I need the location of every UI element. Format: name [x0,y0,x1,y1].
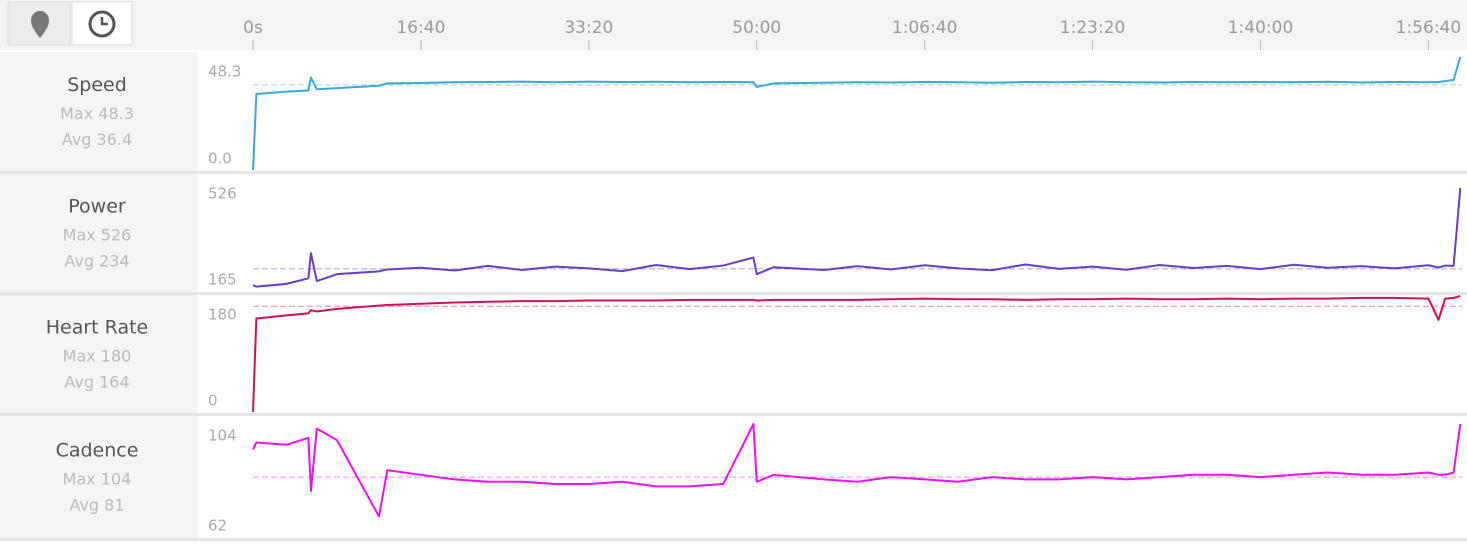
y-tick-label: 180 [208,306,237,324]
side-panel [0,295,198,413]
x-tick-label: 16:40 [396,18,445,38]
max-label: Max 180 [63,347,132,366]
toolbar [0,0,1467,50]
side-panel [0,416,198,538]
panel-title: Cadence [56,440,139,462]
x-tick-label: 0s [243,18,263,38]
data-line [252,423,1462,518]
y-tick-label: 48.3 [208,63,241,81]
panel-title: Heart Rate [46,317,149,339]
panel-title: Speed [67,74,127,96]
data-line [252,56,1462,171]
panel-title: Power [68,196,126,218]
max-label: Max 104 [63,470,132,489]
data-line [252,295,1461,413]
avg-label: Avg 164 [64,373,129,392]
avg-label: Avg 36.4 [62,130,132,149]
side-panel [0,52,198,171]
x-tick-label: 1:56:40 [1396,18,1462,38]
clock-hands [100,17,108,26]
x-tick-label: 33:20 [564,18,613,38]
avg-label: Avg 81 [69,496,124,515]
y-tick-label: 0 [208,392,218,410]
x-tick-label: 1:06:40 [892,18,958,38]
y-tick-label: 62 [208,517,227,535]
y-tick-label: 165 [208,271,237,289]
y-tick-label: 526 [208,185,237,203]
x-tick-label: 1:40:00 [1228,18,1294,38]
side-panel [0,174,198,292]
time-button[interactable] [71,1,133,46]
data-line [252,187,1462,288]
clock-icon [88,10,116,38]
avg-label: Avg 234 [64,252,129,271]
pin-icon [31,11,49,38]
max-label: Max 526 [63,226,132,245]
y-tick-label: 104 [208,427,237,445]
x-tick-label: 50:00 [732,18,781,38]
max-label: Max 48.3 [60,104,134,123]
x-tick-label: 1:23:20 [1060,18,1126,38]
y-tick-label: 0.0 [208,150,232,168]
